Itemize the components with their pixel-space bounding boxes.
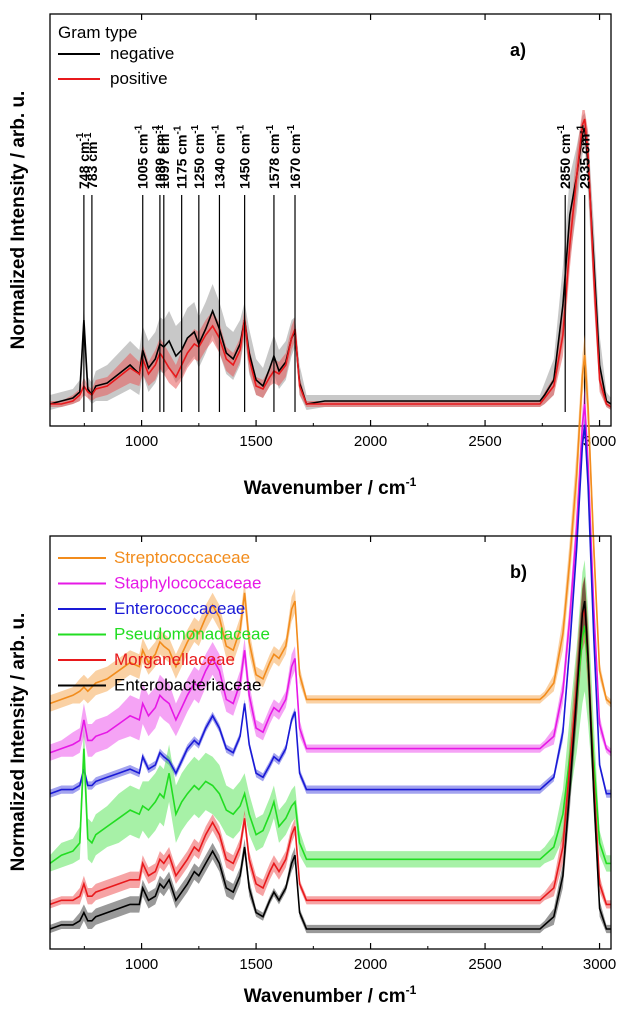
x-tick-label: 1000	[125, 956, 158, 973]
series-line-positive	[50, 118, 612, 408]
legend-label-pseudomonadaceae: Pseudomonadaceae	[114, 625, 270, 644]
band-morganellaceae	[50, 576, 611, 909]
peak-marker-label: 1005 cm-1	[134, 124, 151, 189]
x-tick-label: 2500	[468, 956, 501, 973]
legend-label-morganellaceae: Morganellaceae	[114, 650, 235, 669]
panel-a-lines	[49, 118, 612, 408]
panel-b-label: b)	[510, 562, 527, 582]
peak-marker-label: 2935 cm-1	[576, 124, 593, 189]
peak-marker-label: 1250 cm-1	[190, 124, 207, 189]
x-tick-label: 3000	[583, 433, 616, 450]
legend-label-negative: negative	[110, 44, 174, 63]
peak-marker-label: 1097 cm-1	[155, 124, 172, 189]
peak-marker-label: 1670 cm-1	[286, 124, 303, 189]
legend-title-gram-type: Gram type	[58, 23, 137, 42]
peak-marker-label: 748 cm-1	[75, 132, 92, 189]
series-line-enterobacteriaceae	[49, 600, 611, 930]
series-line-enterococcaceae	[49, 424, 611, 795]
x-tick-label: 1500	[239, 956, 272, 973]
panel-b-x-axis-label: Wavenumber / cm-1	[244, 983, 417, 1007]
legend-label-positive: positive	[110, 69, 168, 88]
panel-a-label: a)	[510, 40, 526, 60]
x-tick-label: 1500	[239, 433, 272, 450]
panel-b-frame	[49, 535, 612, 950]
panel-a-frame	[49, 13, 612, 427]
x-tick-label: 2500	[468, 433, 501, 450]
peak-marker-label: 1450 cm-1	[236, 124, 253, 189]
x-tick-label: 2000	[354, 433, 387, 450]
peak-marker-label: 783 cm-1	[83, 132, 100, 189]
peak-marker-label: 2850 cm-1	[556, 124, 573, 189]
panel-b-legend: Streptococcaceae Staphylococcaceae Enteroc…	[58, 548, 270, 695]
peak-marker-label: 1340 cm-1	[210, 124, 227, 189]
x-tick-label: 3000	[583, 956, 616, 973]
band-pseudomonadaceae	[50, 560, 611, 872]
legend-label-enterobacteriaceae: Enterobacteriaceae	[114, 676, 261, 695]
series-line-streptococcaceae	[49, 354, 612, 705]
panel-a-legend: Gram type negative positive	[58, 23, 174, 88]
panel-a-y-axis-label: Normalized Intensity / arb. u.	[8, 91, 29, 350]
panel-b: 1000 1500 2000 2500 3000 b) Streptococcaceae…	[8, 334, 616, 1007]
panel-b-y-axis-label: Normalized Intensity / arb. u.	[8, 613, 29, 872]
x-tick-label: 2000	[354, 956, 387, 973]
series-line-morganellaceae	[49, 608, 611, 906]
panel-b-lines	[49, 354, 612, 930]
band-staphylococcaceae	[50, 387, 611, 761]
series-line-staphylococcaceae	[49, 404, 612, 754]
peak-marker-label: 1175 cm-1	[173, 125, 190, 189]
legend-label-staphylococcaceae: Staphylococcaceae	[114, 574, 261, 593]
peak-marker-label: 1578 cm-1	[265, 124, 282, 189]
x-tick-label: 1000	[125, 433, 158, 450]
legend-label-streptococcaceae: Streptococcaceae	[114, 548, 250, 567]
panel-a-x-axis-label: Wavenumber / cm-1	[244, 475, 417, 499]
panel-b-x-ticks: 1000 1500 2000 2500 3000	[83, 536, 616, 973]
peak-marker-label: 1080 cm-1	[151, 124, 168, 189]
series-line-pseudomonadaceae	[49, 625, 611, 865]
legend-label-enterococcaceae: Enterococcaceae	[114, 599, 245, 618]
panel-a-x-ticks: 1000 1500 2000 2500 3000	[83, 14, 616, 450]
